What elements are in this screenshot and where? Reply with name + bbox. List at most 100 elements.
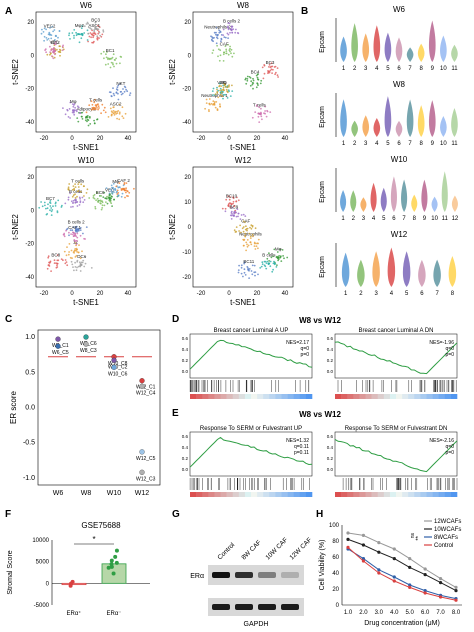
tsne-title: W10 <box>78 156 95 165</box>
er-point-label: W12_C1 <box>136 385 156 391</box>
tsne-point <box>253 271 256 274</box>
gsea-ytick: 0.4 <box>327 347 334 352</box>
tsne-point <box>261 66 264 69</box>
tsne-point <box>79 234 82 237</box>
tsne-point <box>47 256 50 259</box>
gsea-rank-bar <box>371 492 378 497</box>
tsne-point <box>70 233 72 236</box>
tsne-point <box>82 201 85 204</box>
tsne-point <box>64 202 67 205</box>
tsne-point <box>98 107 100 109</box>
tsne-point <box>246 245 249 248</box>
tsne-point <box>251 225 254 228</box>
tsne-point <box>239 218 242 221</box>
tsne-point <box>213 101 216 103</box>
tsne-point <box>108 91 111 93</box>
gsea-rank-bar <box>281 394 288 399</box>
tsne-point <box>213 31 216 34</box>
violin-shape <box>373 25 381 63</box>
gsea-nes: NES=1.32 <box>286 438 309 444</box>
tsne-point <box>125 191 127 194</box>
violin-shape <box>395 37 403 62</box>
tsne-point <box>276 251 279 253</box>
stromal-score-chart: GSE75688 10000 5000 0 -5000 Stromal Score ERα⁺… <box>7 521 150 617</box>
tsne-xtick: -20 <box>197 136 206 142</box>
er-score-chart: 1.00.50.0-0.5-1.0ER scoreW6W8W10W12W6_C1… <box>9 329 161 497</box>
tsne-point <box>252 235 254 238</box>
tsne-point <box>75 243 78 246</box>
gsea-p: p=0 <box>446 352 455 358</box>
tsne-point <box>71 188 74 191</box>
tsne-point <box>68 234 70 237</box>
tsne-point <box>101 33 104 36</box>
tsne-point <box>117 84 120 87</box>
violin-cluster-label: 4 <box>375 141 379 147</box>
tsne-xlabel: t-SNE1 <box>230 298 256 307</box>
tsne-point <box>80 115 83 118</box>
tsne-point <box>227 89 230 91</box>
tsne-point <box>102 109 105 112</box>
tsne-point <box>227 203 230 206</box>
gsea-q: q=0 <box>301 346 310 352</box>
tsne-point <box>77 106 80 109</box>
tsne-point <box>252 77 254 80</box>
tsne-point <box>122 117 125 119</box>
tsne-point <box>271 72 273 74</box>
tsne-point <box>54 53 56 56</box>
western-lane-label: Control <box>216 541 236 561</box>
stromal-point <box>114 560 119 565</box>
violin-shape <box>373 117 381 137</box>
tsne-ylabel: t-SNE2 <box>11 59 20 85</box>
viability-point <box>392 579 396 583</box>
tsne-title: W8 <box>237 1 250 10</box>
tsne-point <box>221 207 224 210</box>
tsne-point <box>105 197 107 200</box>
gsea-ytick: 0.2 <box>182 358 189 363</box>
gsea-q: q=0.11 <box>294 444 309 450</box>
tsne-point <box>70 200 73 203</box>
gsea-q: q=0 <box>446 444 455 450</box>
tsne-point <box>219 89 222 92</box>
tsne-point <box>47 203 49 206</box>
gsea-rank-bar <box>305 492 313 497</box>
tsne-point <box>89 32 92 34</box>
gsea-plot-title: Response To SERM or Fulvestrant UP <box>200 426 302 432</box>
tsne-point <box>237 269 240 271</box>
tsne-point <box>74 240 76 243</box>
tsne-point <box>76 259 79 262</box>
tsne-xtick: 0 <box>70 291 74 297</box>
tsne-point <box>52 57 55 60</box>
tsne-cluster-label: Mφ2 <box>75 23 85 28</box>
viability-point <box>377 571 381 575</box>
tsne-point <box>72 202 74 204</box>
violin-shape <box>406 99 414 137</box>
gsea-rank-bar <box>281 492 288 497</box>
violin-cluster-label: 7 <box>408 141 412 147</box>
tsne-point <box>53 50 55 52</box>
gsea-curve <box>189 339 313 370</box>
gsea-frame <box>334 431 458 477</box>
er-point <box>139 383 145 390</box>
tsne-point <box>77 183 80 186</box>
tsne-point <box>93 24 96 27</box>
gsea-rank-bar <box>396 394 403 399</box>
er-point-label: W12_C4 <box>136 390 156 396</box>
violin-shape <box>357 259 365 287</box>
tsne-point <box>83 32 86 34</box>
tsne-point <box>209 103 211 106</box>
viability-ytick: 0 <box>336 603 340 609</box>
tsne-point <box>107 57 109 60</box>
tsne-point <box>42 31 45 33</box>
tsne-point <box>121 92 124 95</box>
tsne-point <box>49 260 52 263</box>
tsne-point <box>74 266 77 268</box>
gsea-rank-bar <box>438 394 446 399</box>
tsne-point <box>266 257 269 260</box>
tsne-point <box>65 229 67 232</box>
tsne-point <box>265 267 268 270</box>
tsne-xlabel: t-SNE1 <box>73 298 99 307</box>
tsne-point <box>224 210 227 213</box>
tsne-point <box>78 41 81 44</box>
er-ytick: 1.0 <box>25 334 35 341</box>
tsne-ylabel: t-SNE2 <box>11 214 20 240</box>
